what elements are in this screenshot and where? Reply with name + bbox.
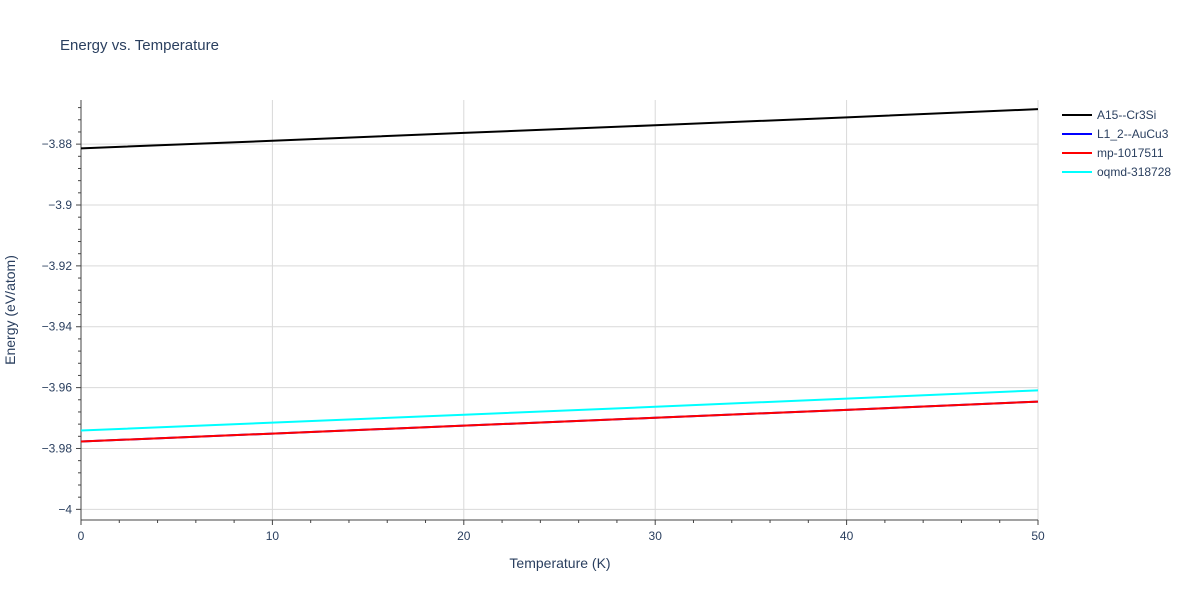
x-tick-label: 40 [840,529,854,543]
x-tick-label: 10 [266,529,280,543]
series-line-1 [80,108,1039,150]
legend-label: oqmd-318728 [1097,165,1171,179]
axes-layer: 0 10 20 30 40 50 −4 −3.98 −3.96 −3.94 −3.92 −3.9 −3.… [42,100,1045,543]
y-tick-label: −3.9 [48,198,72,212]
x-tick-label: 50 [1031,529,1045,543]
x-axis-title: Temperature (K) [509,555,610,571]
y-tick-label: −3.94 [42,320,73,334]
legend-label: mp-1017511 [1097,146,1164,160]
series-line-4 [80,389,1039,432]
y-tick-label: −3.92 [42,259,73,273]
chart-title: Energy vs. Temperature [60,37,219,54]
legend-label: L1_2--AuCu3 [1097,127,1169,141]
legend-label: A15--Cr3Si [1097,108,1156,122]
y-tick-label: −3.88 [42,137,73,151]
grid-layer [81,100,1039,520]
series-layer [80,108,1039,443]
x-tick-label: 0 [78,529,85,543]
legend: A15--Cr3Si L1_2--AuCu3 mp-1017511 oqmd-3187… [1062,108,1171,179]
series-line-3 [80,400,1039,443]
x-tick-label: 30 [649,529,663,543]
y-axis-title: Energy (eV/atom) [2,255,18,365]
y-tick-label: −3.98 [42,441,73,455]
y-tick-label: −4 [58,502,72,516]
y-tick-label: −3.96 [42,381,73,395]
x-tick-label: 20 [457,529,471,543]
